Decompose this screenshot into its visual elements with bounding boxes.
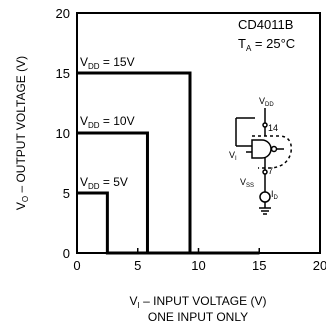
series-label-5v: VDD = 5V <box>80 175 128 191</box>
test-circuit-inset: VDD 14 VI 7 VSS ID <box>229 96 293 215</box>
y-axis-label: VO – OUTPUT VOLTAGE (V) <box>14 56 30 210</box>
inset-pin14-label: 14 <box>268 123 278 133</box>
y-tick-label: 15 <box>56 66 70 81</box>
inset-vss-label: VSS <box>240 177 254 189</box>
x-tick-label: 20 <box>313 258 326 273</box>
x-axis-label: VI – INPUT VOLTAGE (V) <box>130 294 267 310</box>
ticks: 0 5 10 15 20 0 5 10 15 20 <box>56 6 326 273</box>
x-tick-label: 0 <box>73 258 80 273</box>
x-tick-label: 5 <box>134 258 141 273</box>
y-tick-label: 0 <box>63 246 70 261</box>
inset-id-label: ID <box>271 189 279 201</box>
inset-pin7-label: 7 <box>268 166 273 176</box>
series-label-15v: VDD = 15V <box>80 55 135 71</box>
y-tick-label: 10 <box>56 126 70 141</box>
part-number-label: CD4011B <box>238 17 293 32</box>
series-group <box>77 71 260 255</box>
temperature-label: TA = 25°C <box>238 36 295 53</box>
inset-vdd-label: VDD <box>259 96 274 108</box>
series-line-vdd-5v <box>77 191 260 255</box>
x-axis-label-line2: ONE INPUT ONLY <box>148 310 248 324</box>
x-tick-label: 15 <box>252 258 266 273</box>
series-label-10v: VDD = 10V <box>80 114 135 130</box>
inset-vi-label: VI <box>229 150 237 162</box>
y-tick-label: 20 <box>56 6 70 21</box>
y-tick-label: 5 <box>63 186 70 201</box>
x-tick-label: 10 <box>191 258 205 273</box>
series-line-vdd-15v <box>77 71 260 255</box>
